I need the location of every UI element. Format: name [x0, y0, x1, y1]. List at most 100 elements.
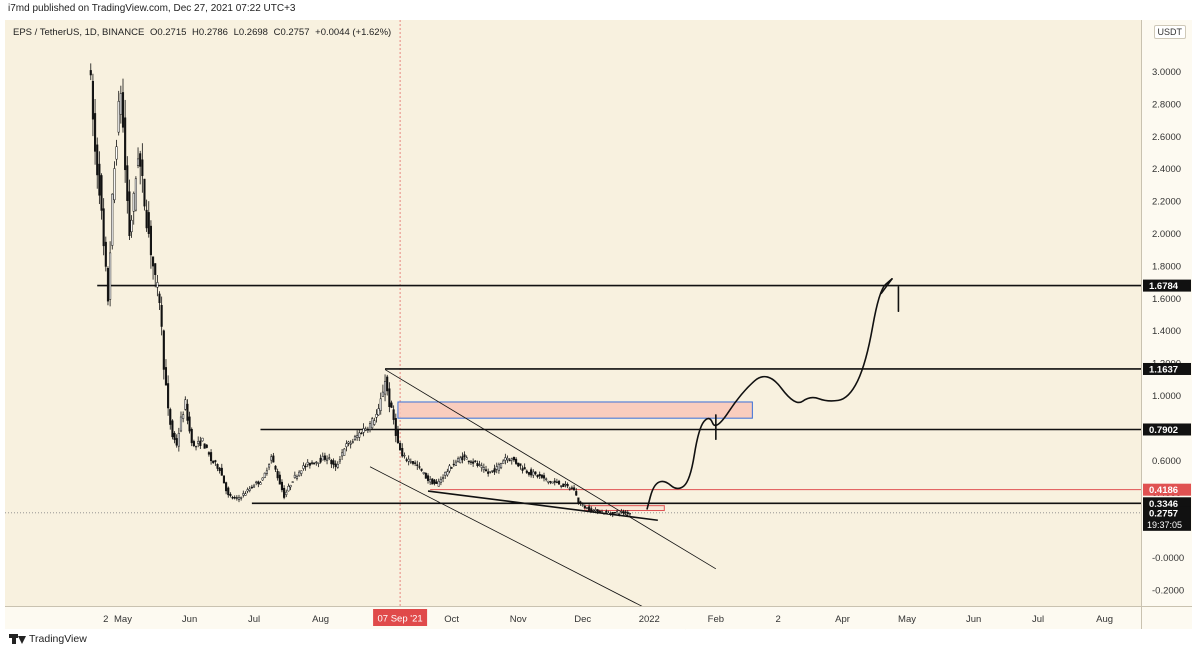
price-tag-bg: [1143, 497, 1191, 510]
time-tick-label: May: [114, 614, 132, 625]
candle-body: [351, 441, 354, 443]
candle-body: [349, 443, 352, 445]
candle-body: [126, 165, 129, 201]
candle-body: [287, 485, 290, 492]
candle-body: [291, 481, 294, 483]
symbol-pair[interactable]: EPS / TetherUS, 1D, BINANCE: [13, 27, 145, 38]
candle-body: [300, 470, 303, 474]
candle-body: [594, 509, 597, 512]
candle-body: [396, 429, 399, 443]
chart-plot[interactable]: [5, 20, 1141, 630]
candle-body: [263, 472, 266, 478]
candle-body: [310, 462, 314, 464]
candle-body: [399, 442, 402, 451]
candle-body: [121, 92, 125, 128]
candle-body: [179, 416, 183, 432]
candle-body: [341, 452, 344, 457]
candle-body: [175, 438, 178, 446]
candle-body: [343, 448, 346, 456]
candle-body: [384, 380, 387, 395]
candle-body: [499, 462, 503, 469]
price-tick-label: 1.4000: [1152, 326, 1181, 337]
currency-tag[interactable]: USDT: [1153, 25, 1186, 39]
candle-body: [197, 441, 200, 444]
candle-body: [538, 474, 541, 477]
candle-body: [160, 305, 163, 327]
candle-body: [401, 448, 404, 457]
candle-body: [255, 481, 258, 484]
candle-body: [551, 481, 554, 484]
candle-body: [452, 463, 455, 466]
candle-body: [216, 464, 219, 469]
candle-body: [476, 463, 479, 466]
price-tick-label: -0.2000: [1152, 585, 1184, 596]
candle-body: [482, 467, 485, 471]
time-tick-label: Oct: [444, 614, 459, 625]
candle-body: [603, 513, 606, 515]
symbol-legend: EPS / TetherUS, 1D, BINANCE O0.2715 H0.2…: [13, 27, 394, 38]
price-tag-label: 0.7902: [1149, 425, 1178, 436]
candle-body: [259, 482, 262, 485]
candle-body: [474, 460, 477, 462]
candle-body: [128, 191, 131, 236]
price-tick-label: 2.2000: [1152, 197, 1181, 208]
candle-body: [302, 465, 305, 469]
candle-body: [190, 428, 193, 444]
candle-body: [141, 159, 144, 177]
candle-body: [244, 493, 247, 496]
candle-body: [527, 472, 531, 475]
time-axis[interactable]: 2 May Jun Jul Aug Oct Nov Dec 2022 Feb 2 Apr May Jun J…: [5, 606, 1141, 629]
candle-body: [411, 461, 415, 464]
candle-body: [152, 256, 155, 267]
candle-body: [549, 481, 552, 483]
candle-body: [356, 435, 359, 438]
candle-body: [192, 441, 195, 447]
candle-body: [214, 460, 217, 462]
candle-body: [143, 178, 146, 207]
candle-body: [515, 458, 518, 464]
trendline: [384, 369, 717, 570]
candle-body: [444, 471, 447, 476]
candle-body: [420, 468, 423, 471]
candle-body: [534, 471, 537, 475]
candle-body: [446, 471, 449, 476]
candle-body: [184, 399, 187, 410]
candle-body: [418, 466, 421, 468]
candle-body: [422, 472, 425, 474]
time-tick-label: Nov: [510, 614, 527, 625]
candle-body: [407, 458, 410, 462]
candle-body: [306, 461, 309, 465]
time-tick-label: 2: [103, 614, 108, 625]
candle-body: [276, 471, 279, 479]
candle-body: [169, 409, 172, 425]
candle-body: [225, 482, 228, 492]
price-tag-label: 1.1637: [1149, 364, 1178, 375]
chart-area[interactable]: EPS / TetherUS, 1D, BINANCE O0.2715 H0.2…: [5, 20, 1141, 630]
candle-body: [139, 153, 142, 167]
candle-body: [461, 456, 464, 461]
candle-body: [319, 457, 322, 463]
zone-rect: [397, 401, 753, 419]
candle-body: [553, 480, 556, 483]
candle-body: [457, 458, 460, 462]
candle-body: [164, 367, 168, 386]
candle-body: [248, 488, 251, 491]
candle-body: [560, 485, 563, 487]
price-axis[interactable]: USDT 3.0000 2.8000 2.6000 2.4000 2.2000 2.000…: [1141, 20, 1192, 606]
tradingview-logo-icon: [9, 634, 26, 644]
candle-body: [588, 506, 591, 511]
candle-body: [605, 510, 608, 513]
trendline: [369, 466, 686, 630]
candle-body: [523, 467, 526, 470]
candle-body: [272, 455, 275, 463]
candle-body: [620, 511, 623, 513]
candle-body: [607, 512, 610, 515]
candle-body: [119, 93, 122, 115]
candle-body: [270, 456, 273, 461]
candle-body: [313, 462, 316, 465]
candle-body: [106, 268, 110, 302]
candle-body: [626, 512, 629, 515]
candle-body: [390, 402, 393, 408]
candle-body: [285, 491, 288, 495]
price-tag-label: 1.6784: [1149, 281, 1179, 292]
